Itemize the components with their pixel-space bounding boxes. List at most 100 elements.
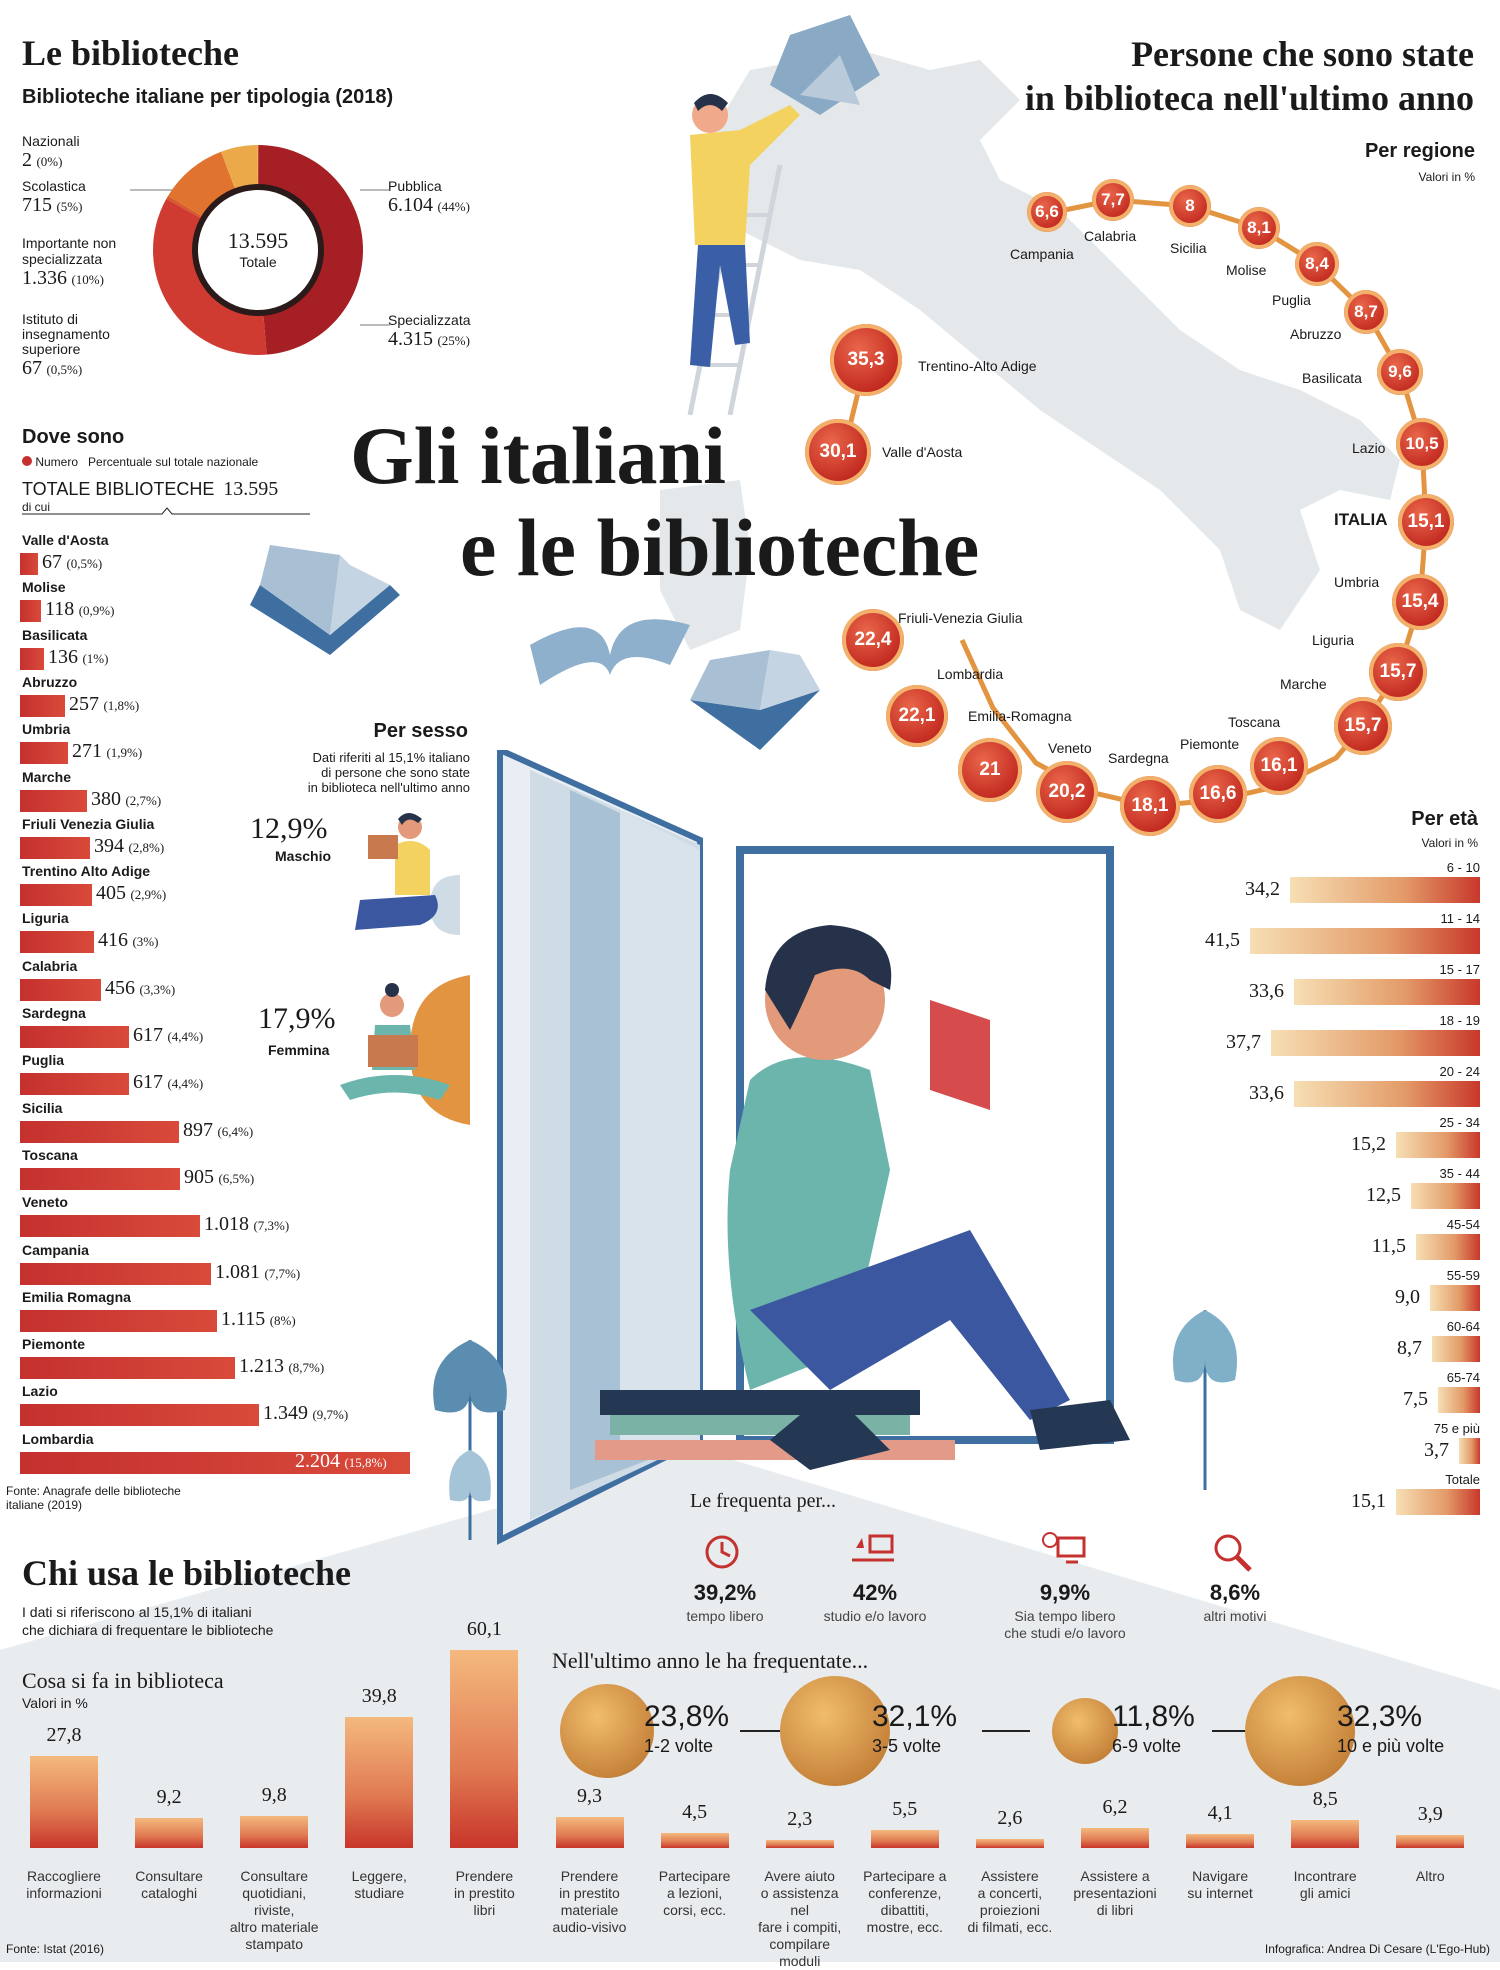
activity-label-line: proiezioni <box>960 1902 1060 1919</box>
region-number: 897 <box>183 1119 213 1141</box>
region-number: 416 <box>98 929 128 951</box>
activity-label-line: presentazioni <box>1065 1885 1165 1902</box>
female-reader-icon <box>340 975 475 1125</box>
activity-label: Leggere,studiare <box>329 1868 429 1902</box>
monitor-clock-icon <box>1040 1530 1086 1581</box>
frequency-label: 6-9 volte <box>1112 1736 1181 1757</box>
age-value: 7,5 <box>1348 1388 1428 1411</box>
frequency-label: 3-5 volte <box>872 1736 941 1757</box>
region-number: 405 <box>96 882 126 904</box>
region-percent-circle: 9,6 <box>1377 349 1423 395</box>
activity-label-line: studiare <box>329 1885 429 1902</box>
region-percent-circle: 10,5 <box>1396 418 1448 470</box>
age-bar <box>1438 1387 1480 1413</box>
region-percent-circle: 16,1 <box>1250 737 1308 795</box>
activity-bar <box>976 1839 1044 1848</box>
age-value: 3,7 <box>1369 1439 1449 1462</box>
region-label: Molise <box>1226 262 1266 278</box>
ultimo-anno-title: Nell'ultimo anno le ha frequentate... <box>552 1648 868 1674</box>
activity-value: 27,8 <box>14 1724 114 1747</box>
region-value: 905 (6,5%) <box>184 1166 254 1189</box>
region-number: 617 <box>133 1024 163 1046</box>
region-name: Liguria <box>22 910 69 926</box>
age-bar <box>1432 1336 1480 1362</box>
region-label: Piemonte <box>1180 736 1239 752</box>
magnifier-icon <box>1210 1530 1256 1581</box>
frequency-circle <box>560 1684 654 1778</box>
activity-label-line: Avere aiuto <box>750 1868 850 1885</box>
region-label: Abruzzo <box>1290 326 1341 342</box>
age-bar <box>1250 928 1480 954</box>
age-value: 15,1 <box>1306 1490 1386 1513</box>
activity-label-line: su internet <box>1170 1885 1270 1902</box>
region-value: 897 (6,4%) <box>183 1119 253 1142</box>
chi-usa-note: I dati si riferiscono al 15,1% di italia… <box>22 1603 273 1639</box>
age-group-label: 35 - 44 <box>1380 1166 1480 1181</box>
region-percent: (6,5%) <box>218 1171 254 1186</box>
activity-label-line: libri <box>434 1902 534 1919</box>
activity-value: 2,3 <box>750 1808 850 1831</box>
source-istat: Fonte: Istat (2016) <box>6 1942 104 1956</box>
sesso-title: Per sesso <box>300 720 468 743</box>
region-value: 405 (2,9%) <box>96 882 166 905</box>
age-group-label: 25 - 34 <box>1380 1115 1480 1130</box>
region-bar <box>20 1263 211 1285</box>
cosa-title: Cosa si fa in biblioteca <box>22 1668 224 1694</box>
activity-label-line: dibattiti, <box>855 1902 955 1919</box>
activity-bar <box>345 1717 413 1848</box>
activity-label-line: in prestito <box>540 1885 640 1902</box>
activity-label-line: di libri <box>1065 1902 1165 1919</box>
activity-label-line: Assistere a <box>1065 1868 1165 1885</box>
eta-valori: Valori in % <box>1350 836 1478 850</box>
region-bar <box>20 884 92 906</box>
activity-bar <box>556 1817 624 1848</box>
activity-label-line: Consultare <box>119 1868 219 1885</box>
frequenta-value: 42% <box>800 1580 950 1606</box>
activity-value: 5,5 <box>855 1798 955 1821</box>
eta-title: Per età <box>1330 808 1478 831</box>
region-percent-circle: 15,1 <box>1398 494 1454 550</box>
age-bar <box>1294 979 1480 1005</box>
region-value: 416 (3%) <box>98 929 158 952</box>
region-name: Puglia <box>22 1052 64 1068</box>
activity-label-line: stampato <box>224 1936 324 1953</box>
region-value: 617 (4,4%) <box>133 1071 203 1094</box>
region-label: Emilia-Romagna <box>968 708 1071 724</box>
age-value: 8,7 <box>1342 1337 1422 1360</box>
region-percent: (2,9%) <box>130 887 166 902</box>
age-group-label: 6 - 10 <box>1380 860 1480 875</box>
activity-label-line: Prendere <box>434 1868 534 1885</box>
region-label: Trentino-Alto Adige <box>918 358 1037 374</box>
chi-usa-title: Chi usa le biblioteche <box>22 1552 351 1594</box>
region-name: Piemonte <box>22 1336 85 1352</box>
region-percent: (4,4%) <box>167 1076 203 1091</box>
region-number: 2.204 <box>295 1450 340 1472</box>
activity-label-line: informazioni <box>14 1885 114 1902</box>
age-bar <box>1416 1234 1480 1260</box>
reader-in-book-door-illustration <box>470 750 1150 1560</box>
region-label: Toscana <box>1228 714 1280 730</box>
region-percent-circle: 22,4 <box>842 609 904 671</box>
age-bar <box>1411 1183 1480 1209</box>
age-value: 33,6 <box>1204 1082 1284 1105</box>
activity-bar <box>135 1818 203 1848</box>
region-number: 456 <box>105 977 135 999</box>
region-percent-circle: 8,7 <box>1344 290 1388 334</box>
region-label: Liguria <box>1312 632 1354 648</box>
region-percent: (8%) <box>270 1313 296 1328</box>
activity-bar <box>1081 1828 1149 1848</box>
activity-label-line: materiale <box>540 1902 640 1919</box>
age-value: 34,2 <box>1200 878 1280 901</box>
region-label: ITALIA <box>1334 510 1388 530</box>
region-name: Campania <box>22 1242 89 1258</box>
activity-value: 4,1 <box>1170 1802 1270 1825</box>
age-value: 12,5 <box>1321 1184 1401 1207</box>
region-percent-circle: 8 <box>1169 185 1211 227</box>
